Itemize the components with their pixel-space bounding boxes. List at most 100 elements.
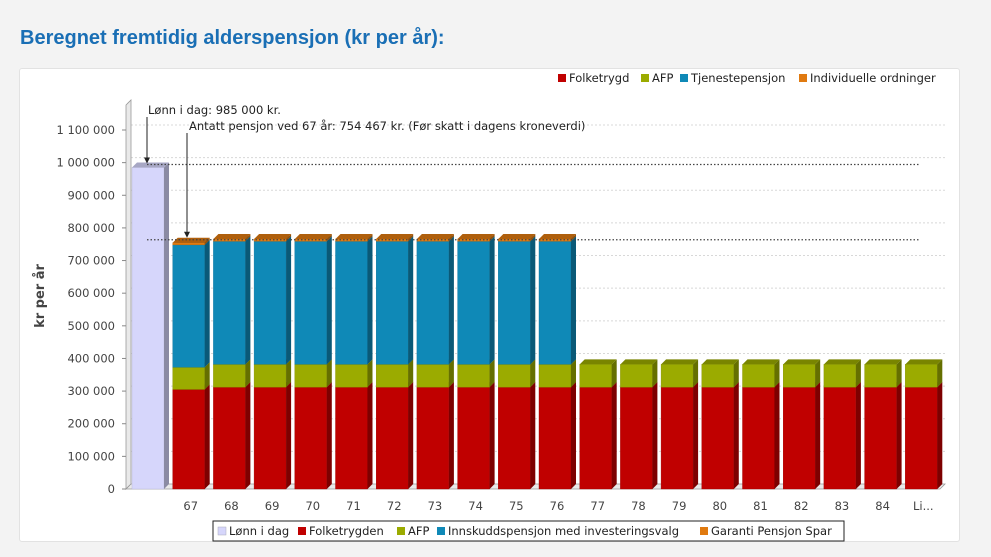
bar-segment — [498, 236, 536, 365]
bar-segment — [213, 382, 251, 490]
bar-segment — [905, 382, 943, 490]
x-tick-label: 84 — [875, 499, 890, 513]
x-tick-label: 71 — [346, 499, 361, 513]
y-tick-label: 700 000 — [67, 254, 115, 268]
bar-segment — [660, 382, 699, 490]
page-title: Beregnet fremtidig alderspensjon (kr per… — [20, 27, 445, 49]
bar-segment — [416, 236, 454, 365]
bar-segment — [416, 234, 454, 242]
top-legend-item[interactable]: Folketrygd — [558, 71, 629, 85]
plot-back-wall — [131, 100, 945, 484]
y-axis-label: kr per år — [33, 263, 48, 327]
bar-segment — [538, 236, 576, 365]
y-tick-label: 200 000 — [67, 417, 115, 431]
plot-left-wall — [125, 99, 132, 490]
bar-segment — [335, 359, 373, 388]
top-legend-item[interactable]: AFP — [641, 71, 673, 85]
y-tick-label: 600 000 — [67, 286, 115, 300]
bar-segment — [579, 382, 617, 490]
bar-segment — [620, 359, 658, 388]
x-tick-label: 77 — [590, 499, 605, 513]
annotation-arrow-pensjon — [184, 133, 190, 238]
bar-segment — [538, 234, 576, 242]
bar-segment — [579, 359, 617, 388]
x-tick-label: 80 — [712, 499, 727, 513]
grid-layer — [131, 100, 945, 484]
x-tick-label: 74 — [468, 499, 483, 513]
top-legend-item[interactable]: Tjenestepensjon — [680, 71, 785, 85]
x-tick-label: 73 — [428, 499, 443, 513]
y-tick-label: 300 000 — [67, 384, 115, 398]
bar-segment — [701, 382, 739, 490]
x-tick-label: 83 — [835, 499, 850, 513]
bar-segment — [253, 236, 292, 365]
top-legend: Folketrygd AFP Tjenestepensjon Individuelle… — [558, 71, 936, 85]
svg-text:Innskuddspensjon med investeri: Innskuddspensjon med investeringsvalg — [448, 524, 679, 538]
x-tick-label: 76 — [550, 499, 565, 513]
x-tick-label: 72 — [387, 499, 402, 513]
bar-segment — [131, 162, 169, 490]
svg-text:Individuelle ordninger: Individuelle ordninger — [810, 71, 936, 85]
bar-segment — [742, 382, 780, 490]
x-tick-layer: 67 68 69 70 71 72 73 74 75 76 77 78 79 80 81 82 83 84 Li..… — [183, 499, 933, 513]
y-tick-label: 0 — [108, 482, 115, 496]
svg-text:AFP: AFP — [408, 524, 429, 538]
bar-segment — [905, 359, 943, 388]
x-tick-label: 69 — [265, 499, 280, 513]
bar-segment — [457, 236, 495, 365]
bottom-legend-box — [212, 520, 845, 542]
bars-layer — [131, 162, 943, 490]
bar-segment — [823, 382, 861, 490]
bar-segment — [660, 359, 699, 388]
svg-text:Folketrygd: Folketrygd — [569, 71, 629, 85]
bar-segment — [742, 359, 780, 388]
y-tick-label: 900 000 — [67, 188, 115, 202]
y-tick-label: 1 000 000 — [56, 156, 115, 170]
x-tick-label: 79 — [672, 499, 687, 513]
reference-lines-layer: Lønn i dag: 985 000 kr. Antatt pensjon ve… — [144, 103, 920, 241]
x-tick-label: 81 — [753, 499, 768, 513]
top-legend-item[interactable]: Individuelle ordninger — [799, 71, 936, 85]
x-tick-label: 67 — [183, 499, 198, 513]
bottom-legend-item[interactable]: Innskuddspensjon med investeringsvalg — [437, 524, 679, 538]
x-tick-label: 70 — [305, 499, 320, 513]
annotation-pensjon: Antatt pensjon ved 67 år: 754 467 kr. (F… — [189, 119, 585, 133]
bottom-legend-item[interactable]: Lønn i dag — [217, 524, 289, 538]
svg-text:Tjenestepensjon: Tjenestepensjon — [690, 71, 785, 85]
bar-segment — [172, 237, 210, 246]
bar-segment — [172, 384, 210, 490]
svg-text:Lønn i dag: Lønn i dag — [229, 524, 289, 538]
bottom-legend-item[interactable]: AFP — [397, 524, 429, 538]
bottom-legend-item[interactable]: Folketrygden — [298, 524, 384, 538]
bar-segment — [294, 234, 332, 242]
y-tick-label: 1 100 000 — [56, 123, 115, 137]
bar-segment — [538, 382, 576, 490]
y-tick-label: 100 000 — [67, 449, 115, 463]
bar-segment — [172, 239, 210, 368]
bar-segment — [864, 359, 902, 388]
y-tick-label: 400 000 — [67, 351, 115, 365]
bar-segment — [864, 382, 902, 490]
svg-text:Folketrygden: Folketrygden — [309, 524, 384, 538]
bar-segment — [294, 382, 332, 490]
bar-segment — [498, 382, 536, 490]
bar-segment — [783, 382, 821, 490]
y-tick-label: 500 000 — [67, 319, 115, 333]
bar-segment — [620, 382, 658, 490]
bar-segment — [823, 359, 861, 388]
x-tick-label: 68 — [224, 499, 239, 513]
bar-segment — [335, 236, 373, 365]
bar-segment — [457, 382, 495, 490]
x-tick-label: 78 — [631, 499, 646, 513]
y-tick-label: 800 000 — [67, 221, 115, 235]
bottom-legend-item[interactable]: Garanti Pensjon Spar — [700, 524, 832, 538]
annotation-arrow-lonn — [144, 117, 150, 164]
bar-segment — [416, 382, 454, 490]
bar-segment — [294, 236, 332, 365]
svg-text:AFP: AFP — [652, 71, 673, 85]
x-tick-label: 75 — [509, 499, 524, 513]
x-tick-label: 82 — [794, 499, 809, 513]
bar-segment — [376, 236, 414, 365]
bar-segment — [783, 359, 821, 388]
